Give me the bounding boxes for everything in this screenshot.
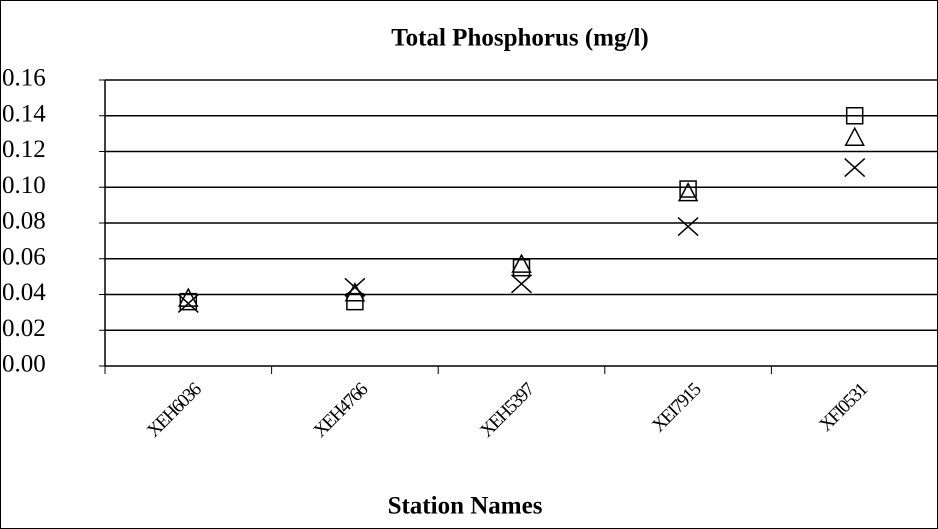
marker-cross: [344, 277, 366, 297]
marker-cross: [844, 158, 866, 178]
x-axis-title: Station Names: [388, 493, 543, 520]
y-tick-label: 0.08: [2, 208, 46, 235]
marker-square: [179, 292, 198, 311]
marker-square: [346, 292, 364, 311]
y-tick-label: 0.00: [2, 351, 46, 378]
y-tick-label: 0.16: [2, 65, 46, 92]
y-tick-label: 0.02: [2, 315, 46, 342]
marker-square: [679, 180, 697, 198]
y-tick-label: 0.14: [2, 100, 46, 127]
marker-triangle: [677, 182, 699, 202]
marker-cross: [177, 293, 199, 313]
y-tick-label: 0.12: [2, 136, 46, 163]
chart-title: Total Phosphorus (mg/l): [391, 25, 648, 52]
marker-cross: [510, 274, 533, 294]
marker-triangle: [511, 253, 532, 273]
marker-triangle: [178, 287, 199, 307]
y-tick-label: 0.10: [2, 172, 46, 199]
y-tick-label: 0.04: [2, 279, 46, 306]
y-tick-label: 0.06: [2, 243, 46, 270]
marker-triangle: [844, 126, 865, 146]
marker-cross: [677, 217, 699, 237]
marker-square: [512, 258, 531, 277]
marker-square: [845, 107, 864, 125]
